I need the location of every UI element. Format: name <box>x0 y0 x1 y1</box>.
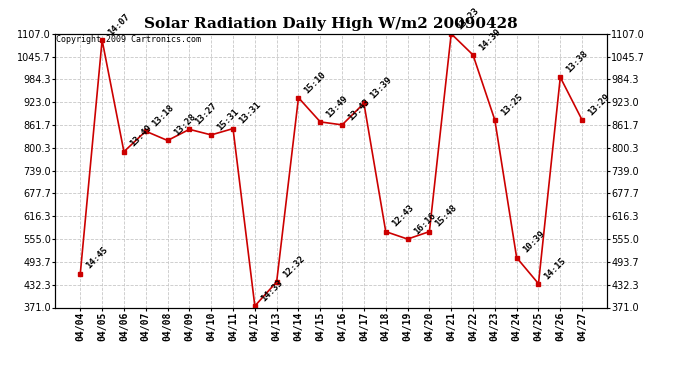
Text: 13:25: 13:25 <box>499 92 524 117</box>
Text: 15:48: 15:48 <box>433 204 459 229</box>
Text: 13:31: 13:31 <box>237 100 263 126</box>
Text: 13:29: 13:29 <box>586 92 611 117</box>
Text: 13:49: 13:49 <box>128 123 153 149</box>
Text: 12:43: 12:43 <box>390 204 415 229</box>
Text: 12:32: 12:32 <box>281 254 306 279</box>
Text: 13:27: 13:27 <box>194 101 219 126</box>
Text: 10:39: 10:39 <box>521 230 546 255</box>
Text: 14:39: 14:39 <box>477 27 502 52</box>
Text: 13:28: 13:28 <box>172 112 197 138</box>
Text: Copyright 2009 Cartronics.com: Copyright 2009 Cartronics.com <box>57 35 201 44</box>
Text: 13:43: 13:43 <box>346 97 372 122</box>
Title: Solar Radiation Daily High W/m2 20090428: Solar Radiation Daily High W/m2 20090428 <box>144 17 518 31</box>
Text: 13:49: 13:49 <box>324 94 350 119</box>
Text: 14:33: 14:33 <box>259 278 284 303</box>
Text: 13:23: 13:23 <box>455 6 481 31</box>
Text: 16:16: 16:16 <box>412 211 437 236</box>
Text: 15:10: 15:10 <box>303 70 328 95</box>
Text: 14:45: 14:45 <box>84 246 110 271</box>
Text: 13:38: 13:38 <box>564 49 590 75</box>
Text: 14:15: 14:15 <box>542 255 568 281</box>
Text: 14:07: 14:07 <box>106 12 132 37</box>
Text: 13:18: 13:18 <box>150 103 175 128</box>
Text: 13:39: 13:39 <box>368 75 393 100</box>
Text: 15:31: 15:31 <box>215 107 241 132</box>
